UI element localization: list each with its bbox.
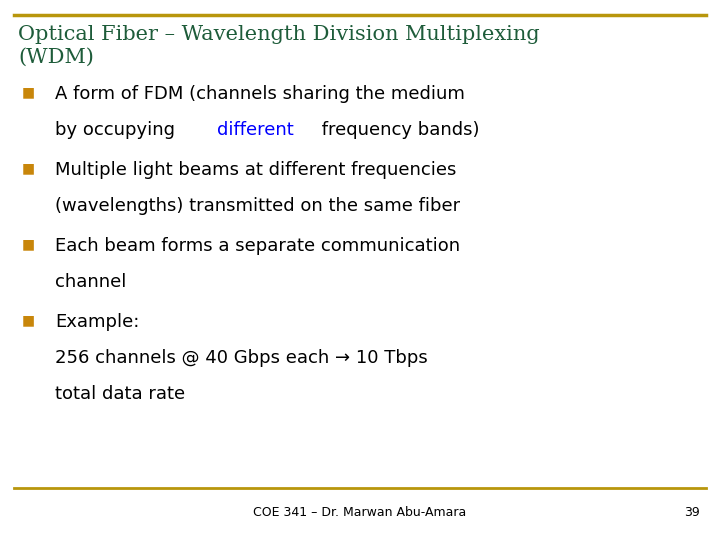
Text: 39: 39 <box>684 505 700 518</box>
Text: (wavelengths) transmitted on the same fiber: (wavelengths) transmitted on the same fi… <box>55 197 460 215</box>
Text: ■: ■ <box>22 313 35 327</box>
Text: channel: channel <box>55 273 127 291</box>
Text: (WDM): (WDM) <box>18 48 94 67</box>
Text: ■: ■ <box>22 237 35 251</box>
Text: Example:: Example: <box>55 313 140 331</box>
Text: Multiple light beams at different frequencies: Multiple light beams at different freque… <box>55 161 456 179</box>
Text: frequency bands): frequency bands) <box>316 121 480 139</box>
Text: Each beam forms a separate communication: Each beam forms a separate communication <box>55 237 460 255</box>
Text: COE 341 – Dr. Marwan Abu-Amara: COE 341 – Dr. Marwan Abu-Amara <box>253 505 467 518</box>
Text: 256 channels @ 40 Gbps each → 10 Tbps: 256 channels @ 40 Gbps each → 10 Tbps <box>55 349 428 367</box>
Text: different: different <box>217 121 294 139</box>
Text: ■: ■ <box>22 85 35 99</box>
Text: A form of FDM (channels sharing the medium: A form of FDM (channels sharing the medi… <box>55 85 465 103</box>
Text: total data rate: total data rate <box>55 385 185 403</box>
Text: by occupying: by occupying <box>55 121 181 139</box>
Text: ■: ■ <box>22 161 35 175</box>
Text: Optical Fiber – Wavelength Division Multiplexing: Optical Fiber – Wavelength Division Mult… <box>18 25 539 44</box>
